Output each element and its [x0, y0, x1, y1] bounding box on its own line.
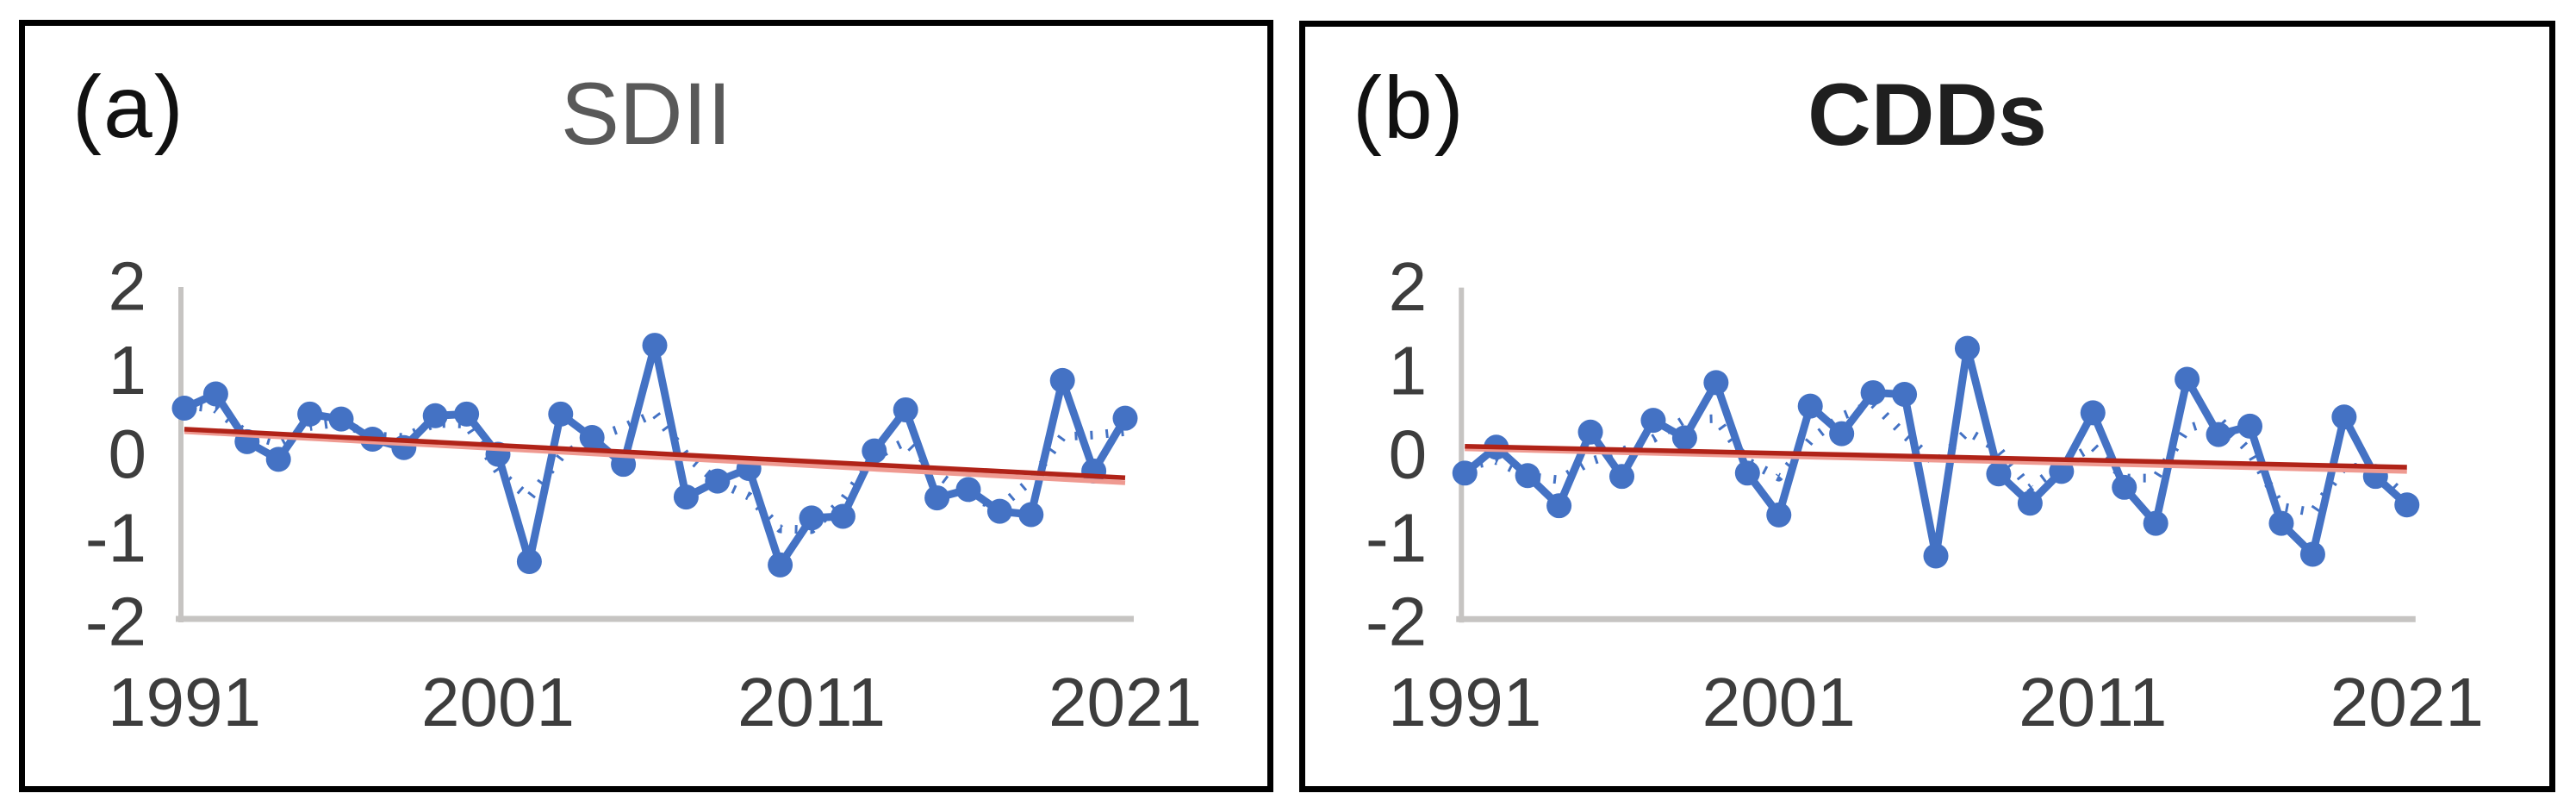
y-tick-label: -2: [85, 584, 146, 660]
data-point-marker: [1452, 460, 1478, 486]
linear-trend-line: [184, 427, 1126, 480]
chart-title-cdds: CDDs: [1808, 66, 2047, 164]
panel-label-b: (b): [1353, 59, 1465, 157]
data-point-marker: [2237, 413, 2263, 439]
data-point-marker: [2175, 366, 2200, 392]
x-tick-label: 2021: [1048, 664, 1202, 740]
panel-label-a: (a): [72, 58, 185, 156]
x-tick-label: 2011: [737, 664, 886, 740]
data-point-marker: [1923, 543, 1949, 569]
data-point-marker: [1577, 419, 1603, 445]
data-point-marker: [1671, 425, 1697, 451]
data-point-marker: [862, 438, 887, 464]
data-point-marker: [799, 505, 824, 531]
x-tick-label: 1991: [108, 664, 261, 740]
y-tick-label: -1: [1366, 500, 1427, 577]
data-point-marker: [202, 381, 228, 407]
linear-trend-line: [1465, 443, 2407, 470]
data-point-marker: [2143, 510, 2168, 536]
data-point-marker: [2331, 404, 2357, 430]
data-point-marker: [1049, 367, 1075, 393]
data-point-marker: [1515, 463, 1540, 489]
data-point-marker: [328, 406, 354, 432]
data-point-marker: [1986, 461, 2012, 487]
data-point-marker: [768, 552, 793, 578]
panel-sdii: 2 1 0 -1 -2 1991 2001 2011 2021 (a) SDII: [19, 20, 1273, 792]
y-tick-label: 2: [109, 248, 147, 325]
data-point-marker: [516, 548, 542, 574]
y-tick-label: 1: [1389, 332, 1428, 409]
data-point-marker: [673, 484, 699, 510]
chart-title-sdii: SDII: [560, 65, 732, 163]
x-tick-label: 2021: [2330, 664, 2484, 740]
data-point-marker: [2017, 490, 2043, 516]
data-point-marker: [1734, 460, 1760, 486]
y-tick-label: 0: [1389, 415, 1428, 492]
data-point-marker: [579, 425, 605, 451]
x-tick-label: 2001: [421, 664, 575, 740]
linear-trend-light-line: [184, 428, 1126, 485]
x-tick-label: 2001: [1702, 664, 1856, 740]
data-point-marker: [2268, 510, 2294, 536]
data-point-marker: [2080, 400, 2106, 426]
data-point-marker: [1954, 335, 1980, 361]
data-point-marker: [830, 503, 856, 529]
data-point-marker: [924, 485, 950, 511]
data-point-marker: [955, 477, 981, 503]
data-point-marker: [705, 468, 731, 494]
data-point-marker: [422, 403, 448, 428]
y-tick-label: 1: [109, 332, 147, 409]
y-tick-label: -2: [1366, 584, 1427, 660]
data-point-marker: [265, 447, 291, 472]
data-point-marker: [1640, 408, 1666, 434]
x-tick-label: 2011: [2019, 664, 2167, 740]
data-point-marker: [2206, 422, 2231, 447]
data-point-marker: [2299, 541, 2325, 567]
y-tick-label: 2: [1389, 248, 1428, 325]
data-point-marker: [1112, 405, 1138, 431]
data-point-marker: [1608, 464, 1635, 490]
data-point-marker: [1829, 421, 1855, 447]
data-point-marker: [171, 396, 197, 422]
data-point-marker: [454, 401, 480, 427]
linear-trend-light-line: [1465, 446, 2407, 474]
data-point-marker: [986, 498, 1012, 524]
data-point-marker: [1703, 370, 1729, 396]
panel-cdds: 2 1 0 -1 -2 1991 2001 2011 2021 (b) CDDs: [1299, 21, 2555, 792]
data-point-marker: [2394, 492, 2420, 518]
y-tick-label: -1: [85, 499, 146, 576]
data-point-marker: [1860, 380, 1886, 406]
data-point-marker: [548, 401, 574, 427]
data-point-marker: [297, 401, 323, 427]
data-point-marker: [1892, 382, 1918, 407]
data-point-marker: [1797, 393, 1823, 419]
smoothed-dotted-line: [184, 400, 1126, 534]
data-point-marker: [2112, 474, 2137, 500]
data-point-marker: [1766, 502, 1792, 528]
data-point-marker: [642, 333, 668, 359]
data-point-marker: [1018, 502, 1044, 528]
data-point-marker: [1546, 493, 1572, 519]
y-tick-label: 0: [109, 415, 147, 492]
data-point-marker: [893, 397, 918, 422]
x-tick-label: 1991: [1388, 664, 1541, 740]
